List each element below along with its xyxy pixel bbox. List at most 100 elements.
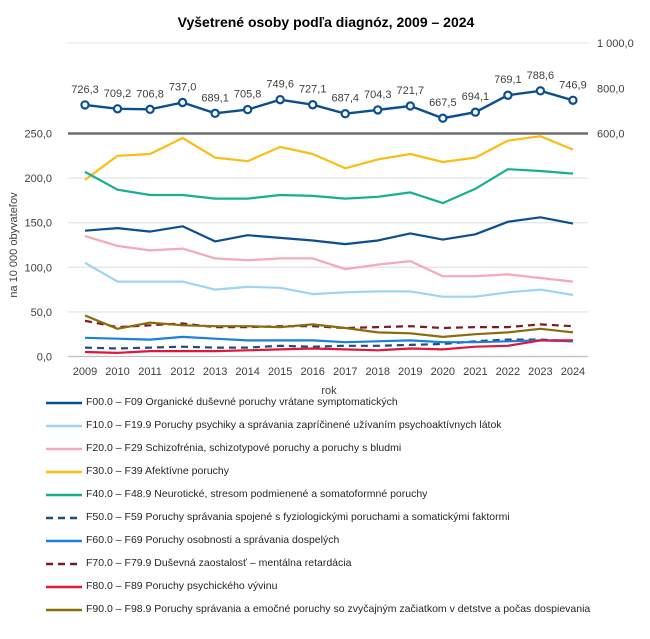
x-tick-label: 2009	[73, 366, 97, 378]
total-marker	[242, 104, 253, 115]
legend-item: F80.0 – F89 Poruchy psychického vývinu	[46, 580, 636, 603]
legend-swatch	[46, 401, 82, 405]
series-line-3	[84, 235, 574, 283]
total-data-label: 705,8	[234, 89, 262, 101]
y-left-tick-label: 100,0	[24, 262, 52, 274]
total-marker	[308, 100, 318, 110]
y-axis-title: na 10 000 obyvateľov	[8, 192, 20, 298]
x-tick-label: 2014	[235, 366, 259, 378]
total-marker	[275, 94, 285, 105]
total-marker	[535, 86, 546, 96]
chart-title: Vyšetrené osoby podľa diagnóz, 2009 – 20…	[178, 14, 475, 30]
legend-label: F60.0 – F69 Poruchy osobnosti a správani…	[86, 534, 340, 546]
total-data-label: 721,7	[397, 85, 425, 97]
legend-swatch	[46, 585, 82, 589]
total-data-label: 667,5	[429, 97, 457, 109]
legend-label: F40.0 – F48.9 Neurotické, stresom podmie…	[86, 488, 428, 500]
x-tick-label: 2013	[203, 366, 227, 378]
legend-item: F00.0 – F09 Organické duševné poruchy vr…	[46, 396, 636, 419]
y-left-tick-label: 200,0	[24, 173, 52, 185]
legend-item: F60.0 – F69 Poruchy osobnosti a správani…	[46, 534, 636, 557]
legend-label: F70.0 – F79.9 Duševná zaostalosť – mentá…	[86, 557, 352, 569]
legend-item: F50.0 – F59 Poruchy správania spojené s …	[46, 511, 636, 534]
series-line-6	[84, 338, 574, 350]
legend-item: F10.0 – F19.9 Poruchy psychiky a správan…	[46, 419, 636, 442]
total-marker	[438, 113, 448, 123]
total-data-label: 726,3	[71, 84, 99, 96]
x-tick-label: 2016	[300, 366, 324, 378]
x-tick-label: 2011	[138, 366, 162, 378]
y-left-tick-label: 250,0	[24, 129, 52, 141]
legend-swatch	[46, 539, 82, 543]
total-series: 726,3 709,2 706,8 737,0 689,1 705,8 749,6 727,1…	[71, 70, 587, 123]
y-right-tick-label: 1 000,0	[597, 38, 634, 50]
legend-label: F50.0 – F59 Poruchy správania spojené s …	[86, 511, 510, 523]
legend-swatch	[46, 470, 82, 474]
total-data-label: 769,1	[494, 74, 522, 86]
legend-label: F80.0 – F89 Poruchy psychického vývinu	[86, 580, 278, 592]
total-line	[84, 89, 574, 120]
total-data-label: 746,9	[559, 79, 587, 91]
x-axis: 2009 2010 2011 2012 2013 2014 2015 2016 2017 2018…	[73, 366, 585, 378]
legend-swatch	[46, 447, 82, 451]
x-tick-label: 2023	[528, 366, 552, 378]
x-tick-label: 2022	[496, 366, 520, 378]
total-data-label: 704,3	[364, 89, 392, 101]
series-line-4	[84, 135, 574, 181]
total-data-label: 689,1	[201, 92, 229, 104]
legend-item: F70.0 – F79.9 Duševná zaostalosť – mentá…	[46, 557, 636, 580]
series-lines	[84, 135, 574, 354]
legend-swatch	[46, 516, 82, 520]
legend-item: F20.0 – F29 Schizofrénia, schizotypové p…	[46, 442, 636, 465]
total-marker	[177, 97, 188, 108]
total-data-label: 737,0	[169, 82, 197, 94]
total-marker	[210, 108, 220, 119]
total-data-label: 687,4	[331, 93, 359, 105]
legend-label: F10.0 – F19.9 Poruchy psychiky a správan…	[86, 419, 502, 431]
y-left-tick-label: 0,0	[37, 352, 52, 364]
x-tick-label: 2017	[333, 366, 357, 378]
series-line-5	[84, 168, 574, 205]
series-line-9	[84, 339, 573, 354]
legend-swatch	[46, 493, 82, 497]
total-marker	[145, 104, 155, 115]
x-tick-label: 2020	[431, 366, 455, 378]
total-marker	[503, 90, 513, 100]
total-data-label: 727,1	[299, 84, 327, 96]
total-data-label: 788,6	[527, 70, 555, 82]
total-marker	[568, 95, 578, 105]
legend-swatch	[46, 608, 82, 612]
total-marker	[405, 101, 415, 111]
y-right-tick-label: 800,0	[597, 83, 625, 95]
series-line-1	[84, 216, 574, 246]
legend: F00.0 – F09 Organické duševné poruchy vr…	[46, 396, 636, 637]
legend-item: F90.0 – F98.9 Poruchy správania a emočné…	[46, 603, 636, 637]
y-axis-right: 600,0 800,0 1 000,0	[597, 38, 634, 141]
legend-item: F40.0 – F48.9 Neurotické, stresom podmie…	[46, 488, 636, 511]
x-tick-label: 2021	[463, 366, 487, 378]
gridlines	[68, 42, 588, 358]
total-data-label: 706,8	[136, 88, 164, 100]
y-left-tick-label: 50,0	[31, 307, 52, 319]
series-line-2	[84, 261, 574, 298]
legend-label: F20.0 – F29 Schizofrénia, schizotypové p…	[86, 442, 402, 454]
total-data-label: 709,2	[104, 88, 132, 100]
legend-label: F00.0 – F09 Organické duševné poruchy vr…	[86, 396, 398, 408]
legend-label: F90.0 – F98.9 Poruchy správania a emočné…	[86, 603, 591, 615]
series-line-10	[84, 314, 574, 338]
x-tick-label: 2012	[170, 366, 194, 378]
total-marker	[373, 105, 383, 115]
y-left-tick-label: 150,0	[24, 218, 52, 230]
legend-item: F30.0 – F39 Afektívne poruchy	[46, 465, 636, 488]
total-data-label: 694,1	[462, 91, 490, 103]
y-right-tick-label: 600,0	[597, 129, 625, 141]
total-marker	[80, 100, 90, 110]
x-tick-label: 2015	[268, 366, 292, 378]
legend-swatch	[46, 562, 82, 566]
x-tick-label: 2018	[366, 366, 390, 378]
series-line-7	[84, 335, 574, 344]
legend-swatch	[46, 424, 82, 428]
total-marker	[112, 104, 123, 114]
total-marker	[340, 109, 350, 119]
